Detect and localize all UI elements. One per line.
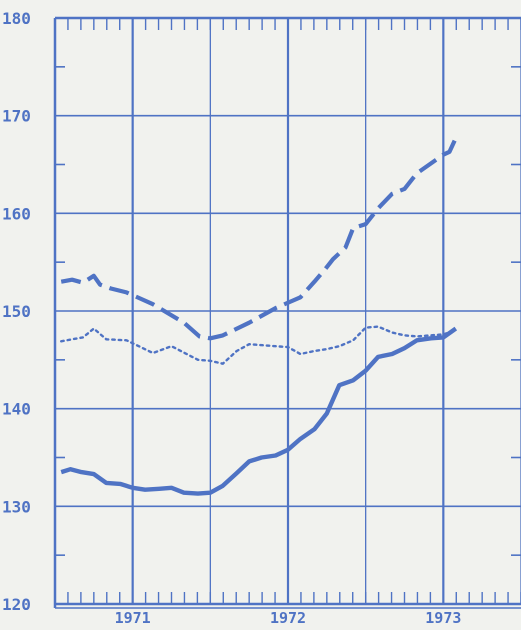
grid (53, 16, 521, 609)
series-lines (60, 137, 458, 496)
x-tick-label-1973: 1973 (425, 609, 461, 627)
x-tick-label-1972: 1972 (270, 609, 306, 627)
y-tick-label-160: 160 (2, 204, 31, 223)
y-tick-label-150: 150 (2, 302, 31, 321)
y-tick-label-120: 120 (2, 595, 31, 614)
series-line-solid (60, 326, 458, 496)
tick-marks (54, 18, 521, 604)
series-line-dashed (60, 137, 458, 341)
y-tick-label-170: 170 (2, 107, 31, 126)
x-tick-label-1971: 1971 (115, 609, 151, 627)
y-tick-label-180: 180 (2, 9, 31, 28)
y-tick-label-130: 130 (2, 497, 31, 516)
y-tick-label-140: 140 (2, 400, 31, 419)
series-line-dotted (60, 325, 457, 365)
x-axis-labels: 1971 1972 1973 (115, 609, 462, 627)
y-axis-labels: 180 170 160 150 140 130 120 (2, 9, 31, 614)
